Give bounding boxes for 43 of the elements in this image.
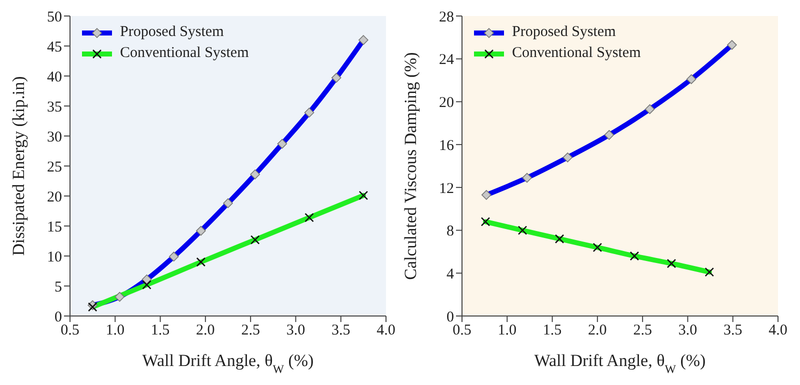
x-tick-label: 1.0 [106, 322, 125, 339]
x-tick-label: 1.0 [498, 322, 517, 339]
legend-label: Conventional System [512, 45, 641, 62]
x-axis-title: Wall Drift Angle, θ$_{W}$ (%) [534, 351, 706, 376]
y-tick-label: 12 [439, 180, 454, 197]
x-tick-label: 0.5 [452, 322, 472, 339]
y-tick-label: 30 [47, 129, 62, 146]
x-tick-label: 3.0 [286, 322, 306, 339]
x-tick-label: 3.0 [678, 322, 698, 339]
x-tick-label: 4.0 [376, 322, 396, 339]
x-tick-label: 2.5 [633, 322, 652, 339]
x-tick-label: 2.5 [241, 322, 260, 339]
y-tick-label: 5 [54, 279, 62, 296]
y-tick-label: 35 [47, 99, 62, 116]
y-tick-label: 15 [47, 219, 62, 236]
y-tick-label: 25 [47, 159, 62, 176]
y-tick-label: 40 [47, 69, 62, 86]
y-axis-title: Dissipated Energy (kip.in) [9, 76, 28, 256]
legend-label: Conventional System [120, 45, 249, 62]
x-tick-label: 3.5 [723, 322, 742, 339]
y-tick-label: 10 [47, 249, 62, 266]
x-tick-label: 4.0 [768, 322, 788, 339]
y-tick-label: 0 [446, 309, 454, 326]
y-tick-label: 28 [439, 9, 454, 26]
y-axis-title: Calculated Viscous Damping (%) [401, 52, 420, 280]
legend-label: Proposed System [512, 24, 616, 41]
legend-label: Proposed System [120, 24, 224, 41]
x-tick-label: 2.0 [588, 322, 607, 339]
y-tick-label: 24 [439, 52, 454, 68]
y-tick-label: 0 [54, 309, 62, 326]
y-tick-label: 50 [47, 9, 62, 26]
y-tick-label: 20 [47, 189, 62, 206]
y-tick-label: 16 [439, 138, 454, 154]
x-tick-label: 2.0 [196, 322, 215, 339]
y-tick-label: 8 [446, 224, 454, 240]
x-tick-label: 1.5 [542, 322, 562, 339]
x-tick-label: 1.5 [150, 322, 170, 339]
x-tick-label: 3.5 [331, 322, 350, 339]
x-axis-title: Wall Drift Angle, θ$_{W}$ (%) [142, 351, 314, 376]
x-tick-label: 0.5 [60, 322, 80, 339]
y-tick-label: 45 [47, 39, 62, 56]
y-tick-label: 20 [439, 95, 454, 112]
y-tick-label: 4 [446, 266, 454, 282]
